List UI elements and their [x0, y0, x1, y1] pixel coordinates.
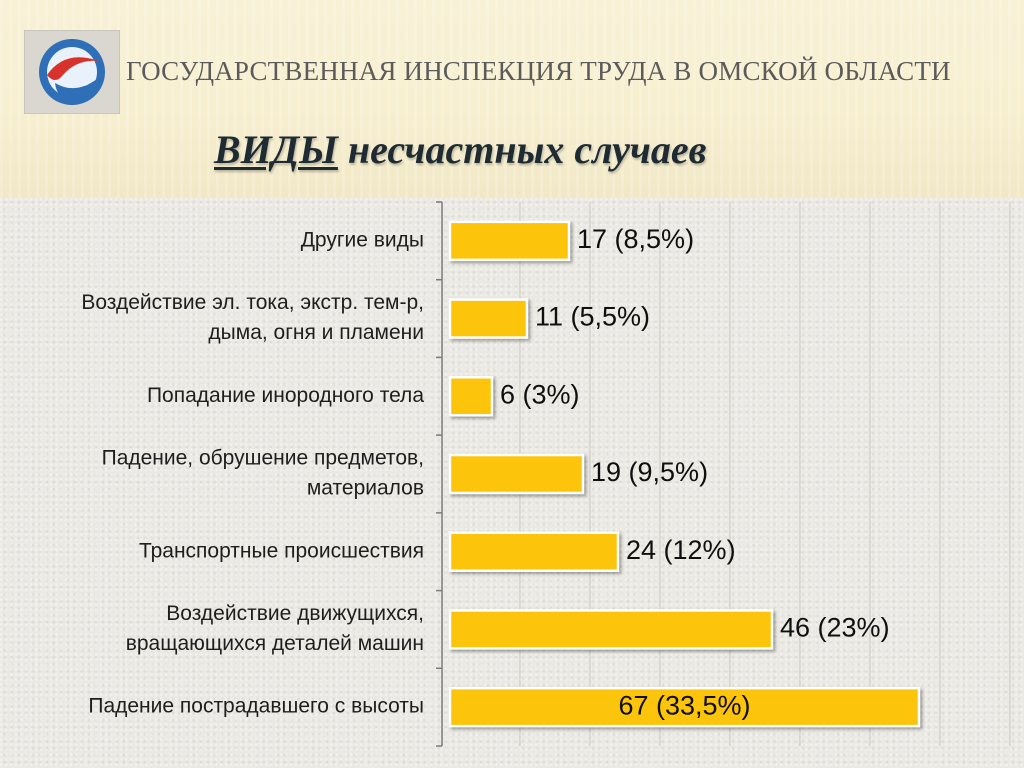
bar	[448, 376, 494, 417]
data-label: 11 (5,5%)	[535, 302, 650, 332]
bar	[448, 298, 529, 339]
bar	[448, 609, 774, 650]
page-title-rest: несчастных случаев	[347, 127, 707, 172]
bar-chart: Другие виды 17 (8,5%) Воздействие эл. тока…	[81, 201, 1011, 747]
category-label: Падение пострадавшего с высоты	[88, 695, 424, 718]
category-label: дыма, огня и пламени	[208, 321, 424, 344]
bar	[448, 453, 585, 495]
category-label: вращающихся деталей машин	[126, 632, 424, 655]
logo	[24, 30, 120, 114]
data-label: 24 (12%)	[626, 535, 736, 565]
slide-header: ГОСУДАРСТВЕННАЯ ИНСПЕКЦИЯ ТРУДА В ОМСКОЙ…	[0, 0, 1024, 198]
org-title: ГОСУДАРСТВЕННАЯ ИНСПЕКЦИЯ ТРУДА В ОМСКОЙ…	[126, 56, 951, 86]
chart-area: Другие виды 17 (8,5%) Воздействие эл. тока…	[0, 198, 1024, 768]
bar	[448, 686, 921, 728]
category-label: материалов	[307, 477, 424, 500]
category-label: Транспортные происшествия	[139, 539, 424, 562]
category-label: Воздействие движущихся,	[166, 602, 424, 625]
category-label: Воздействие эл. тока, экстр. тем-р,	[81, 291, 424, 314]
agency-emblem-icon	[39, 39, 105, 105]
page-title-first-word: ВИДЫ	[214, 127, 338, 172]
data-label: 46 (23%)	[780, 613, 890, 643]
data-label: 19 (9,5%)	[591, 457, 708, 487]
bar	[448, 220, 571, 262]
page-title: ВИДЫ несчастных случаев	[214, 126, 707, 173]
data-label: 6 (3%)	[500, 379, 580, 409]
data-label: 17 (8,5%)	[577, 224, 694, 254]
category-label: Другие виды	[301, 228, 424, 251]
category-label: Попадание инородного тела	[147, 384, 424, 407]
category-label: Падение, обрушение предметов,	[102, 447, 424, 470]
bar	[448, 531, 620, 572]
data-label: 67 (33,5%)	[618, 690, 750, 720]
